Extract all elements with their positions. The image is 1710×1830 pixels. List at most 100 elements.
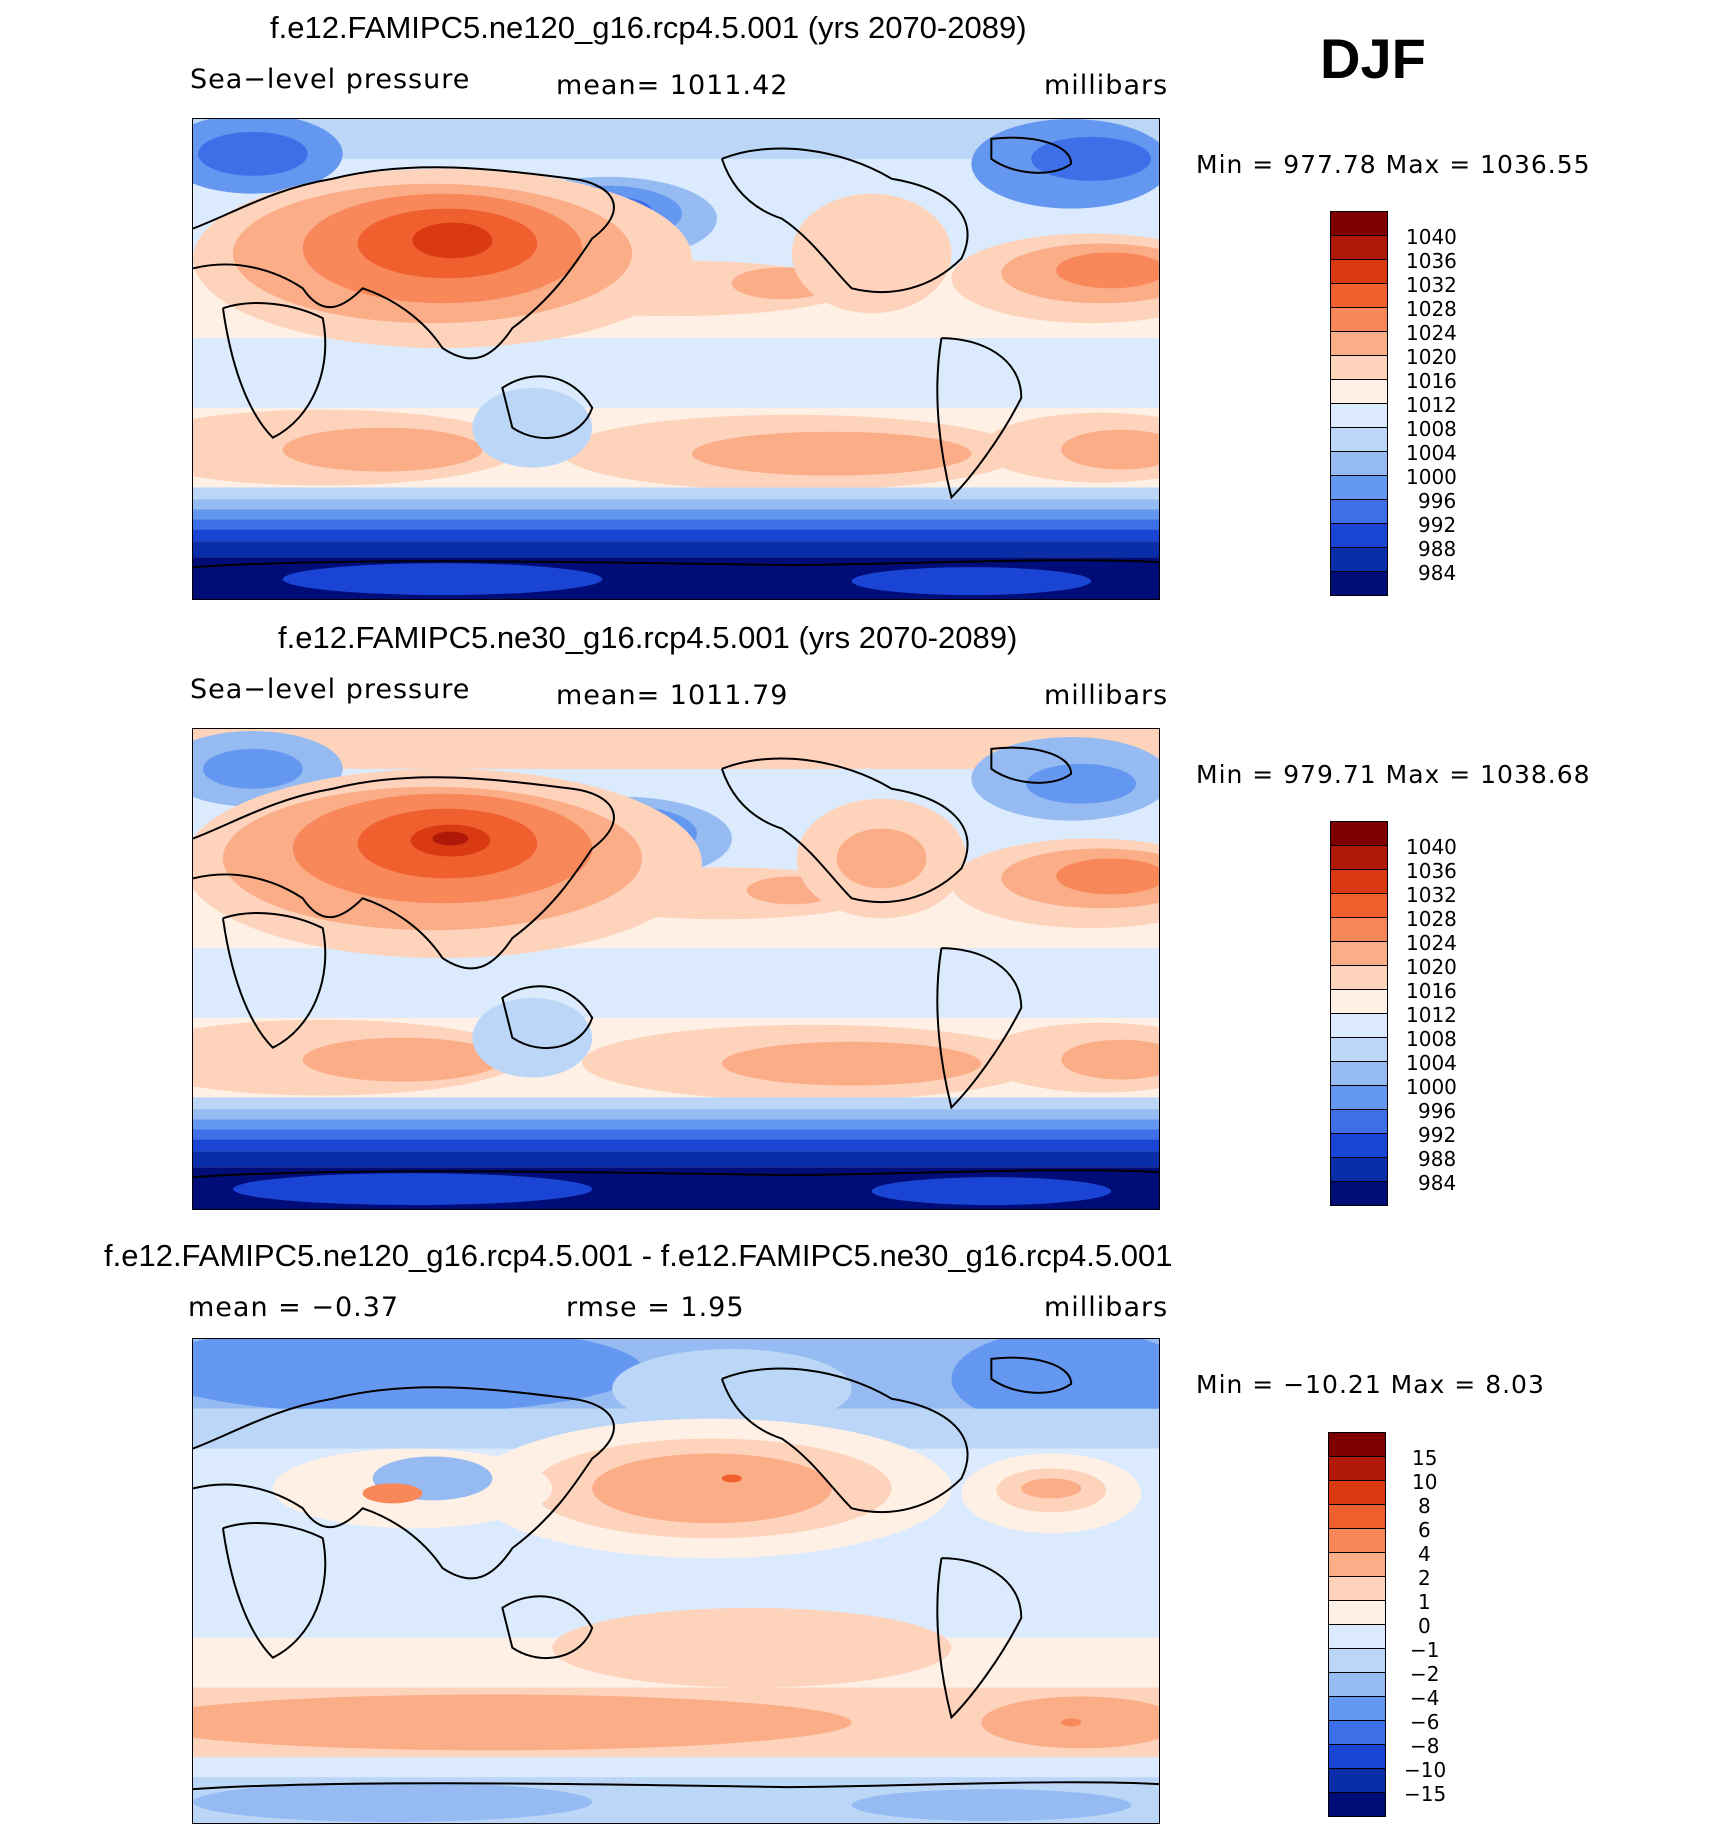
panel-3-colorbar-swatch [1329, 1601, 1385, 1625]
panel-1-slp-map [192, 118, 1160, 600]
panel-3-colorbar-label: −6 [1410, 1710, 1440, 1734]
panel-1-colorbar-swatch [1331, 356, 1387, 380]
panel-3-colorbar-swatch [1329, 1697, 1385, 1721]
panel-3-colorbar-label: −15 [1404, 1782, 1447, 1806]
panel-1-colorbar-label: 1008 [1406, 417, 1457, 441]
panel-3-colorbar-label: 1 [1418, 1590, 1431, 1614]
panel-1-colorbar-label: 1016 [1406, 369, 1457, 393]
panel-3-colorbar-swatch [1329, 1457, 1385, 1481]
panel-2-colorbar-swatch [1331, 1158, 1387, 1182]
panel-3-colorbar-label: −4 [1410, 1686, 1440, 1710]
panel-1-colorbar-label: 996 [1418, 489, 1457, 513]
panel-1-colorbar-label: 992 [1418, 513, 1457, 537]
panel-3-colorbar-swatch [1329, 1769, 1385, 1793]
panel-2-mean-label: mean= 1011.79 [556, 680, 789, 711]
panel-1-colorbar-swatch [1331, 548, 1387, 572]
panel-3-units-label: millibars [1044, 1292, 1169, 1323]
panel-2-colorbar-label: 1008 [1406, 1027, 1457, 1051]
panel-1-colorbar-swatch [1331, 380, 1387, 404]
panel-3-difference-map [192, 1338, 1160, 1824]
panel-3-minmax-label: Min = −10.21 Max = 8.03 [1196, 1370, 1545, 1399]
panel-2-colorbar [1330, 821, 1388, 1206]
panel-1-mean-label: mean= 1011.42 [556, 70, 789, 101]
panel-1-colorbar-label: 1024 [1406, 321, 1457, 345]
panel-2-colorbar-label: 1012 [1406, 1003, 1457, 1027]
panel-2-colorbar-label: 1000 [1406, 1075, 1457, 1099]
panel-2-colorbar-label: 996 [1418, 1099, 1457, 1123]
panel-3-rmse-label: rmse = 1.95 [566, 1292, 745, 1323]
panel-2-colorbar-swatch [1331, 822, 1387, 846]
panel-2-colorbar-swatch [1331, 1038, 1387, 1062]
panel-2-colorbar-label: 1028 [1406, 907, 1457, 931]
panel-2-colorbar-swatch [1331, 1182, 1387, 1205]
panel-1-colorbar-label: 1036 [1406, 249, 1457, 273]
panel-3-colorbar-swatch [1329, 1721, 1385, 1745]
panel-3-colorbar-label: 15 [1412, 1446, 1438, 1470]
panel-2-colorbar-swatch [1331, 1134, 1387, 1158]
panel-2-colorbar-swatch [1331, 942, 1387, 966]
panel-3-colorbar-swatch [1329, 1505, 1385, 1529]
panel-2-colorbar-swatch [1331, 1110, 1387, 1134]
panel-3-colorbar-swatch [1329, 1481, 1385, 1505]
panel-2-colorbar-swatch [1331, 1062, 1387, 1086]
panel-3-colorbar-label: 8 [1418, 1494, 1431, 1518]
panel-3-colorbar-swatch [1329, 1673, 1385, 1697]
panel-3-colorbar-label: 4 [1418, 1542, 1431, 1566]
panel-2-colorbar-label: 984 [1418, 1171, 1457, 1195]
panel-3-colorbar-swatch [1329, 1745, 1385, 1769]
panel-1-variable-label: Sea−level pressure [190, 64, 471, 95]
panel-2-minmax-label: Min = 979.71 Max = 1038.68 [1196, 760, 1591, 789]
panel-3-colorbar-swatch [1329, 1649, 1385, 1673]
panel-3-colorbar-label: −8 [1410, 1734, 1440, 1758]
panel-3-colorbar-swatch [1329, 1793, 1385, 1816]
panel-3-colorbar-label: 10 [1412, 1470, 1438, 1494]
panel-1-colorbar-swatch [1331, 212, 1387, 236]
panel-2-colorbar-label: 1036 [1406, 859, 1457, 883]
panel-2-colorbar-swatch [1331, 870, 1387, 894]
panel-1-colorbar-label: 988 [1418, 537, 1457, 561]
panel-2-colorbar-label: 1004 [1406, 1051, 1457, 1075]
panel-1-units-label: millibars [1044, 70, 1169, 101]
panel-2-colorbar-label: 992 [1418, 1123, 1457, 1147]
panel-2-colorbar-label: 1040 [1406, 835, 1457, 859]
panel-1-colorbar-swatch [1331, 476, 1387, 500]
panel-1-colorbar-label: 1040 [1406, 225, 1457, 249]
panel-2-colorbar-label: 1020 [1406, 955, 1457, 979]
panel-1-colorbar-swatch [1331, 236, 1387, 260]
panel-1-colorbar-label: 1004 [1406, 441, 1457, 465]
panel-3-colorbar-swatch [1329, 1433, 1385, 1457]
panel-1-colorbar-swatch [1331, 284, 1387, 308]
panel-3-colorbar-label: 6 [1418, 1518, 1431, 1542]
panel-3-colorbar-label: −1 [1410, 1638, 1440, 1662]
panel-2-colorbar-swatch [1331, 990, 1387, 1014]
panel-3-colorbar-label: 0 [1418, 1614, 1431, 1638]
panel-2-colorbar-label: 1024 [1406, 931, 1457, 955]
panel-1-minmax-label: Min = 977.78 Max = 1036.55 [1196, 150, 1591, 179]
panel-2-colorbar-swatch [1331, 966, 1387, 990]
panel-2-colorbar-label: 988 [1418, 1147, 1457, 1171]
panel-3-mean-label: mean = −0.37 [188, 1292, 400, 1323]
panel-3-colorbar-swatch [1329, 1553, 1385, 1577]
panel-3-colorbar-label: 2 [1418, 1566, 1431, 1590]
panel-1-colorbar-swatch [1331, 428, 1387, 452]
panel-3-colorbar-swatch [1329, 1577, 1385, 1601]
panel-2-title: f.e12.FAMIPC5.ne30_g16.rcp4.5.001 (yrs 2… [278, 620, 1018, 655]
season-label: DJF [1320, 27, 1426, 90]
panel-1-colorbar [1330, 211, 1388, 596]
panel-2-slp-map [192, 728, 1160, 1210]
panel-1-colorbar-swatch [1331, 572, 1387, 595]
panel-2-variable-label: Sea−level pressure [190, 674, 471, 705]
panel-3-colorbar [1328, 1432, 1386, 1817]
panel-1-colorbar-swatch [1331, 524, 1387, 548]
panel-2-colorbar-label: 1032 [1406, 883, 1457, 907]
panel-3-colorbar-label: −10 [1404, 1758, 1447, 1782]
panel-2-colorbar-swatch [1331, 894, 1387, 918]
panel-2-colorbar-swatch [1331, 846, 1387, 870]
panel-2-colorbar-label: 1016 [1406, 979, 1457, 1003]
panel-1-colorbar-label: 1020 [1406, 345, 1457, 369]
panel-1-colorbar-swatch [1331, 260, 1387, 284]
panel-2-colorbar-swatch [1331, 918, 1387, 942]
panel-3-title: f.e12.FAMIPC5.ne120_g16.rcp4.5.001 - f.e… [104, 1238, 1173, 1273]
panel-2-colorbar-swatch [1331, 1086, 1387, 1110]
panel-1-colorbar-swatch [1331, 332, 1387, 356]
